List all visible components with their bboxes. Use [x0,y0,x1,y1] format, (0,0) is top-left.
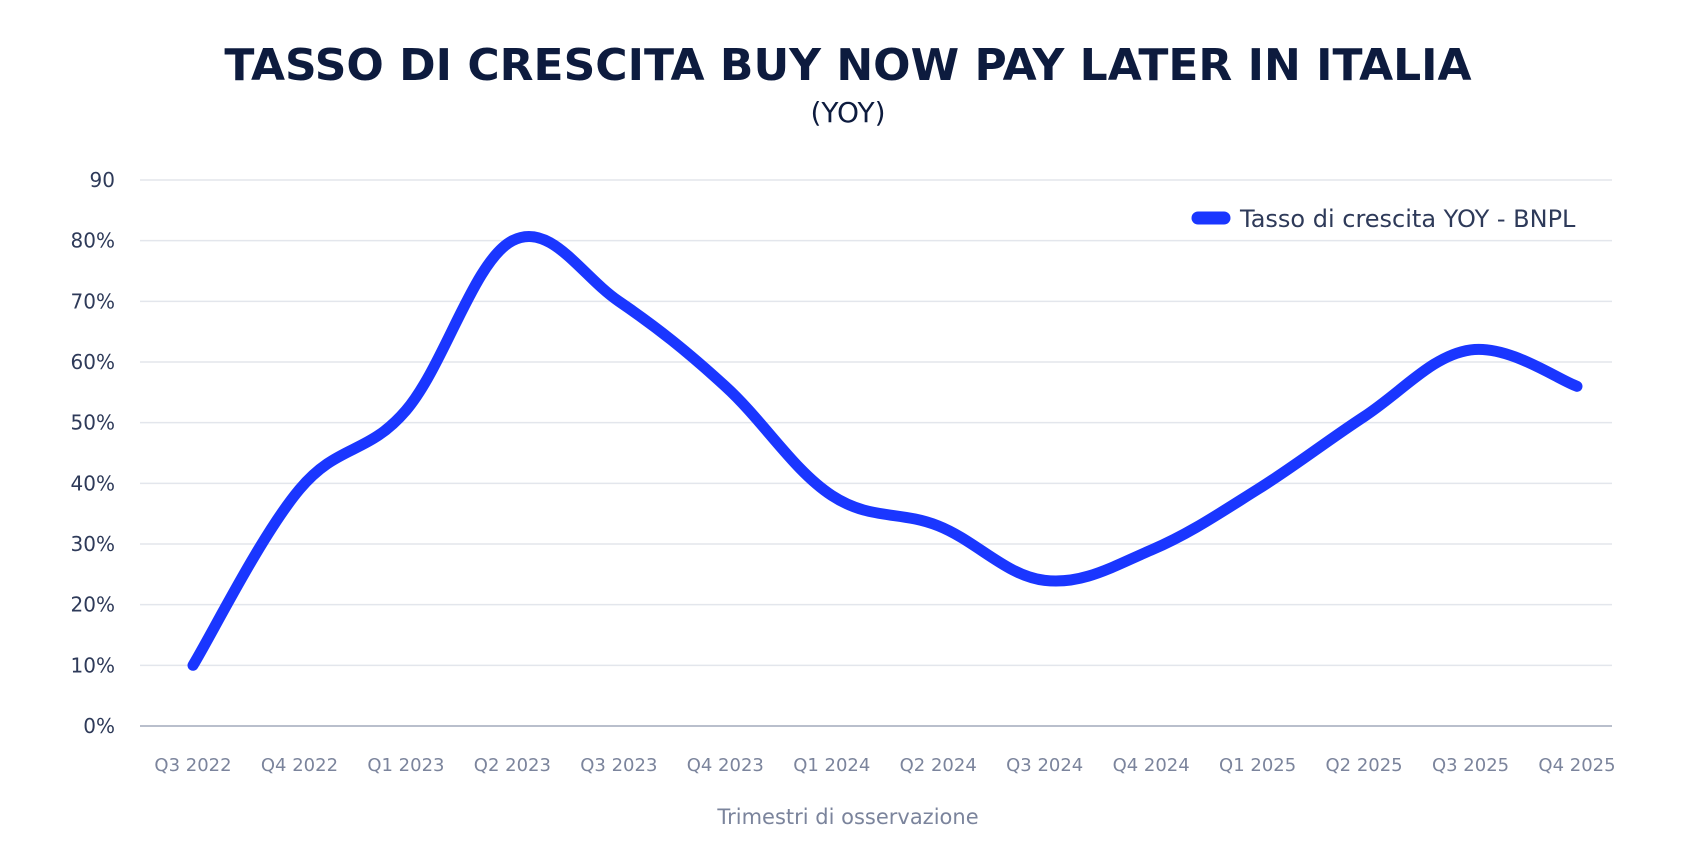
x-tick-label: Q2 2025 [1325,755,1402,776]
y-tick-label: 20% [71,593,115,617]
x-tick-label: Q4 2025 [1538,755,1615,776]
x-tick-label: Q4 2023 [687,755,764,776]
y-tick-label: 40% [71,471,115,495]
x-axis-ticks: Q3 2022 Q4 2022 Q1 2023 Q2 2023 Q3 2023 Q4 20… [154,755,1615,776]
x-axis-label: Trimestri di osservazione [716,805,978,829]
series-line [187,231,1583,671]
gridlines [140,179,1612,727]
series-lines [187,231,1583,671]
x-tick-label: Q2 2023 [474,755,551,776]
chart-title: TASSO DI CRESCITA BUY NOW PAY LATER IN I… [224,40,1471,91]
y-tick-label: 60% [71,350,115,374]
x-tick-label: Q1 2024 [793,755,870,776]
x-tick-label: Q3 2022 [154,755,231,776]
y-axis-ticks: 0% 10% 20% 30% 40% 50% 60% 70% 80% 90 [71,168,115,738]
x-tick-label: Q3 2023 [580,755,657,776]
y-tick-label: 10% [71,653,115,677]
x-tick-label: Q2 2024 [900,755,977,776]
legend: Tasso di crescita YOY - BNPL [1191,205,1576,233]
y-tick-label: 90 [90,168,115,192]
y-tick-label: 30% [71,532,115,556]
x-tick-label: Q3 2024 [1006,755,1083,776]
legend-label: Tasso di crescita YOY - BNPL [1239,205,1576,233]
x-tick-label: Q4 2022 [261,755,338,776]
x-tick-label: Q1 2023 [367,755,444,776]
x-tick-label: Q1 2025 [1219,755,1296,776]
x-tick-label: Q4 2024 [1113,755,1190,776]
x-tick-label: Q3 2025 [1432,755,1509,776]
y-tick-label: 80% [71,229,115,253]
y-tick-label: 0% [83,714,115,738]
chart-subtitle: (YOY) [810,96,885,129]
y-tick-label: 50% [71,411,115,435]
y-tick-label: 70% [71,289,115,313]
